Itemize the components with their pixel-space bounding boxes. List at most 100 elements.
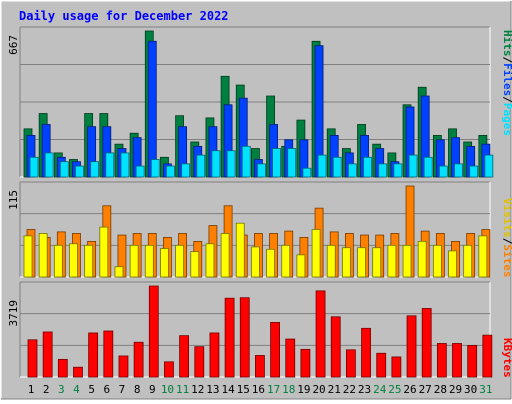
bar-pages-day-7 [120, 152, 130, 178]
bar-kbytes-day-31 [482, 334, 493, 378]
x-label-day-20: 20 [312, 383, 325, 396]
x-label-day-29: 29 [449, 383, 462, 396]
panel-sites-visits: 115 [7, 181, 491, 278]
x-label-day-30: 30 [464, 383, 477, 396]
x-label-day-23: 23 [358, 383, 371, 396]
bar-visits-day-28 [432, 244, 442, 278]
bar-kbytes-day-8 [133, 341, 144, 378]
bars [23, 30, 494, 178]
bar-pages-day-26 [408, 154, 418, 178]
bar-visits-day-29 [448, 250, 457, 278]
bar-pages-day-6 [105, 152, 115, 178]
x-label-day-28: 28 [434, 383, 447, 396]
bar-visits-day-16 [251, 246, 260, 278]
x-label-day-5: 5 [88, 383, 95, 396]
x-label-day-6: 6 [103, 383, 110, 396]
bar-visits-day-19 [296, 254, 306, 278]
x-label-day-7: 7 [119, 383, 126, 396]
bar-visits-day-20 [311, 229, 321, 278]
bar-pages-day-31 [484, 154, 494, 178]
bar-pages-day-23 [363, 156, 372, 178]
bar-pages-day-2 [44, 152, 54, 178]
x-label-day-18: 18 [282, 383, 295, 396]
bar-kbytes-day-5 [88, 332, 99, 378]
x-label-day-21: 21 [328, 383, 341, 396]
y-max-label: 3719 [7, 300, 20, 327]
bar-kbytes-day-12 [194, 346, 205, 378]
y-max-label: 667 [7, 35, 20, 55]
x-label-day-24: 24 [373, 383, 387, 396]
bar-pages-day-29 [454, 163, 463, 178]
bar-visits-day-30 [463, 244, 473, 278]
bars [27, 285, 493, 378]
legend-files: Files [501, 63, 512, 96]
bar-pages-day-27 [423, 156, 433, 178]
x-label-day-15: 15 [237, 383, 250, 396]
bar-kbytes-day-3 [57, 358, 68, 378]
x-label-day-26: 26 [403, 383, 416, 396]
series-pages [29, 145, 494, 178]
legend-separator: / [501, 238, 512, 245]
bar-kbytes-day-17 [270, 322, 280, 378]
legend-hits-files-pages: Hits/Files/Pages [501, 30, 512, 136]
bar-visits-day-5 [84, 244, 94, 278]
bar-pages-day-20 [317, 154, 327, 178]
bar-pages-day-22 [347, 163, 357, 178]
bar-pages-day-9 [150, 159, 160, 178]
bars [23, 185, 491, 278]
legend-kbytes: KBytes [501, 338, 512, 378]
bar-kbytes-day-21 [330, 316, 341, 378]
bar-visits-day-22 [341, 247, 351, 278]
bar-kbytes-day-10 [164, 361, 174, 378]
x-label-day-19: 19 [297, 383, 310, 396]
x-label-day-10: 10 [161, 383, 174, 396]
bar-visits-day-7 [114, 266, 124, 278]
bar-visits-day-26 [402, 244, 412, 278]
x-label-day-14: 14 [221, 383, 235, 396]
bar-visits-day-18 [281, 244, 291, 278]
bar-pages-day-11 [181, 163, 191, 178]
legend-hits: Hits [501, 30, 512, 57]
legend-kbytes: KBytes [501, 338, 512, 378]
chart-panels: 667 115 3719 [7, 26, 494, 378]
bar-kbytes-day-30 [467, 345, 478, 378]
bar-pages-day-12 [196, 154, 206, 178]
x-label-day-27: 27 [419, 383, 432, 396]
bar-kbytes-day-11 [179, 335, 190, 378]
bar-visits-day-24 [372, 247, 382, 278]
bar-visits-day-31 [478, 235, 488, 278]
bar-visits-day-17 [266, 248, 275, 278]
x-label-day-4: 4 [73, 383, 80, 396]
bar-pages-day-1 [29, 156, 39, 178]
bar-kbytes-day-25 [391, 356, 402, 378]
bar-pages-day-30 [469, 165, 479, 178]
bar-visits-day-13 [205, 243, 215, 278]
bar-pages-day-3 [59, 161, 69, 178]
bar-pages-day-16 [257, 163, 266, 178]
chart-title: Daily usage for December 2022 [19, 9, 229, 23]
bar-pages-day-4 [75, 165, 84, 178]
bar-pages-day-28 [438, 165, 448, 178]
series-visits [23, 222, 488, 278]
x-label-day-12: 12 [191, 383, 204, 396]
x-label-day-31: 31 [479, 383, 492, 396]
legend-separator: / [501, 57, 512, 64]
bar-visits-day-9 [144, 244, 154, 278]
bar-visits-day-2 [38, 233, 48, 278]
bar-kbytes-day-27 [421, 308, 432, 378]
bar-visits-day-27 [417, 240, 427, 278]
legend-sites-visits: Visits/Sites [501, 198, 512, 278]
legend-sites: Sites [501, 244, 512, 277]
bar-pages-day-24 [378, 163, 388, 178]
bar-kbytes-day-23 [361, 327, 371, 378]
x-label-day-9: 9 [149, 383, 156, 396]
bar-pages-day-18 [287, 148, 297, 178]
bar-visits-day-1 [23, 235, 33, 278]
bar-kbytes-day-6 [103, 330, 114, 378]
x-label-day-11: 11 [176, 383, 189, 396]
bar-visits-day-11 [175, 244, 185, 278]
legend-visits: Visits [501, 198, 512, 238]
